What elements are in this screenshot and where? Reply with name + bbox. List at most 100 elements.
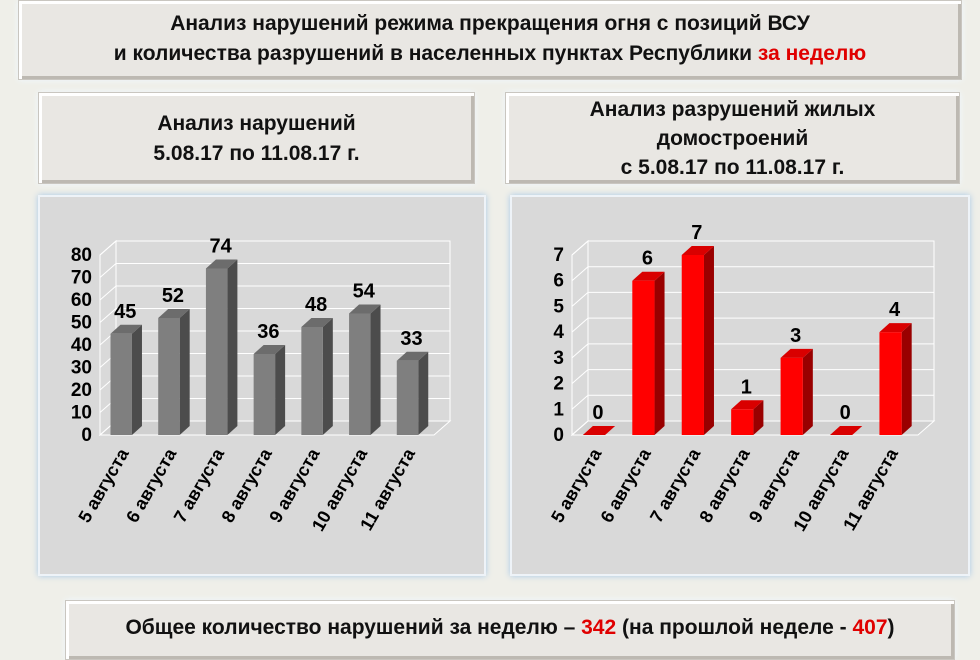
y-tick-label: 30 [71,358,92,379]
y-tick-label: 20 [71,380,92,401]
grid-line [571,291,934,307]
bar-side [370,304,381,435]
bar-top [301,318,333,327]
bar [301,327,323,435]
grid-line [99,285,450,301]
bar-side [703,246,714,435]
value-label: 1 [741,376,752,398]
y-tick-label: 5 [553,296,564,317]
y-tick-label: 2 [553,374,564,395]
grid-line [571,317,934,333]
grid-line [99,240,450,256]
value-label: 6 [642,248,653,270]
side-wall [571,239,589,437]
bar-top [582,426,616,435]
panel-header: Анализ нарушений 5.08.17 по 11.08.17 г. [38,92,475,184]
header-banner: Анализ нарушений режима прекращения огня… [18,0,962,80]
footer-text: (на прошлой неделе - [622,616,847,639]
bar-side [275,345,286,435]
y-tick-label: 60 [71,290,92,311]
bar-side [654,271,665,435]
value-label: 0 [840,402,851,424]
bar-side [179,309,190,435]
y-tick-label: 0 [553,425,564,446]
header-highlight: за неделю [757,42,867,65]
header-line: и количества разрушений в населенных пун… [19,39,961,69]
y-tick-label: 10 [71,403,92,424]
bar [349,313,371,435]
value-label: 7 [691,222,702,244]
panel-title: Анализ разрушений жилых домостроений [589,98,876,150]
bar-side [131,324,142,435]
bar [110,333,132,435]
y-tick-label: 80 [71,245,92,266]
y-tick-label: 40 [71,335,92,356]
value-label: 74 [210,236,233,258]
bar-side [901,323,912,435]
y-tick-label: 7 [553,245,564,266]
bar-side [227,259,238,435]
bar-top [780,348,813,358]
value-label: 52 [162,285,184,307]
bar-top [253,345,286,354]
grid-line [571,240,934,256]
value-label: 36 [257,321,279,343]
header-line: Анализ нарушений режима прекращения огня… [170,12,810,35]
y-tick-label: 3 [553,348,564,369]
y-tick-label: 4 [553,322,564,343]
y-tick-label: 0 [81,425,92,446]
value-label: 4 [889,299,901,321]
value-label: 3 [790,325,801,347]
bar [879,332,902,435]
bar-top [349,304,381,314]
panel-subtitle: с 5.08.17 по 11.08.17 г. [620,156,845,179]
bar-top [681,246,714,255]
panel-header: Анализ разрушений жилых домостроений с 5… [505,92,960,184]
bar-top [158,309,190,318]
panel-subtitle: 5.08.17 по 11.08.17 г. [153,142,360,165]
bar [158,318,180,435]
header-text: и количества разрушений в населенных пун… [113,42,753,65]
bar [205,268,228,435]
grid-line [99,263,450,278]
footer-value: 342 [581,616,617,639]
bar-top [632,271,665,281]
grid-line [571,420,934,436]
y-tick-label: 70 [71,268,92,289]
bar-top [396,351,429,361]
grid-line [571,343,934,359]
bar [681,255,704,435]
y-tick-label: 1 [553,399,564,420]
value-label: 33 [400,328,422,350]
value-label: 54 [353,281,376,303]
bar-top [110,324,142,334]
bar-side [322,318,333,435]
bar-side [418,351,429,435]
grid-line [571,394,934,410]
bar [253,354,276,435]
value-label: 45 [114,301,136,323]
bar [731,409,754,435]
bar [396,360,419,435]
grid-line [99,308,450,323]
grid-line [571,266,934,282]
grid-line [571,369,934,384]
panel-title: Анализ нарушений [157,112,356,135]
footer-text: ) [887,616,895,639]
y-tick-label: 50 [71,313,92,334]
bar [632,280,655,435]
bar [780,357,803,435]
footer-value: 407 [852,616,888,639]
bar-top [830,426,863,435]
bar-top [879,323,912,333]
bar-top [205,259,238,269]
footer-text: Общее количество нарушений за неделю – [125,616,576,639]
bar-side [802,348,813,435]
y-tick-label: 6 [553,271,564,292]
bar-top [731,400,764,410]
bar-side [753,400,764,435]
value-label: 0 [592,402,603,424]
value-label: 48 [305,294,327,316]
